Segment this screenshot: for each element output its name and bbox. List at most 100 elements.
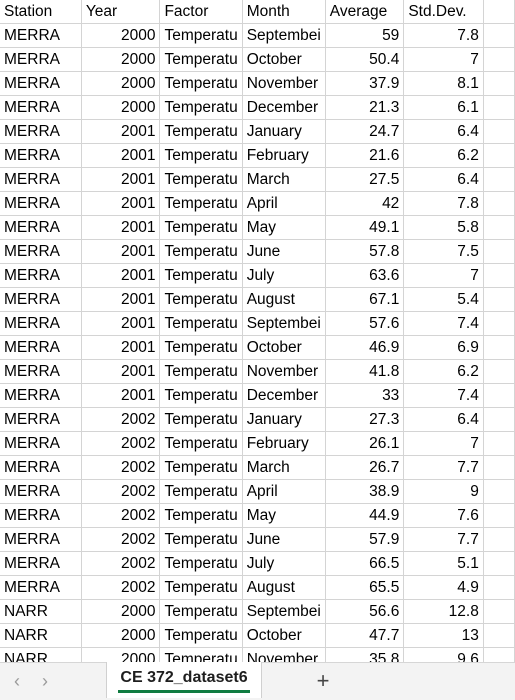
table-cell[interactable]: 2002	[81, 455, 161, 480]
table-cell[interactable]: MERRA	[0, 263, 82, 288]
table-cell[interactable]: NARR	[0, 599, 82, 624]
table-cell[interactable]: 38.9	[325, 479, 405, 504]
empty-cell[interactable]	[483, 527, 515, 552]
empty-cell[interactable]	[483, 407, 515, 432]
table-cell[interactable]: MERRA	[0, 287, 82, 312]
table-cell[interactable]: Temperatu	[159, 575, 243, 600]
table-cell[interactable]: MERRA	[0, 455, 82, 480]
table-cell[interactable]: 7	[403, 431, 484, 456]
table-cell[interactable]: MERRA	[0, 551, 82, 576]
table-cell[interactable]: 6.4	[403, 407, 484, 432]
table-cell[interactable]: Temperatu	[159, 479, 243, 504]
table-cell[interactable]: NARR	[0, 623, 82, 648]
table-cell[interactable]: June	[242, 527, 326, 552]
table-cell[interactable]: February	[242, 143, 326, 168]
table-cell[interactable]: 24.7	[325, 119, 405, 144]
empty-cell[interactable]	[483, 263, 515, 288]
empty-cell[interactable]	[483, 575, 515, 600]
table-cell[interactable]: December	[242, 95, 326, 120]
table-cell[interactable]: MERRA	[0, 335, 82, 360]
empty-cell[interactable]	[483, 167, 515, 192]
table-cell[interactable]: 2000	[81, 23, 161, 48]
table-cell[interactable]: May	[242, 503, 326, 528]
table-cell[interactable]: Temperatu	[159, 527, 243, 552]
table-cell[interactable]: MERRA	[0, 191, 82, 216]
table-cell[interactable]: 2001	[81, 359, 161, 384]
table-cell[interactable]: 6.4	[403, 167, 484, 192]
table-cell[interactable]: Septembei	[242, 311, 326, 336]
table-cell[interactable]: 27.5	[325, 167, 405, 192]
table-cell[interactable]: Septembei	[242, 599, 326, 624]
table-cell[interactable]: 9.6	[403, 647, 484, 662]
column-header[interactable]: Year	[81, 0, 161, 24]
table-cell[interactable]: 2000	[81, 599, 161, 624]
table-cell[interactable]: 6.4	[403, 119, 484, 144]
column-header[interactable]: Std.Dev.	[403, 0, 484, 24]
table-cell[interactable]: 9	[403, 479, 484, 504]
table-cell[interactable]: November	[242, 647, 326, 662]
table-cell[interactable]: January	[242, 407, 326, 432]
table-cell[interactable]: Temperatu	[159, 455, 243, 480]
table-cell[interactable]: 7	[403, 263, 484, 288]
table-cell[interactable]: April	[242, 479, 326, 504]
table-cell[interactable]: 26.7	[325, 455, 405, 480]
column-header[interactable]: Average	[325, 0, 405, 24]
table-cell[interactable]: 33	[325, 383, 405, 408]
table-cell[interactable]: MERRA	[0, 311, 82, 336]
column-header[interactable]: Station	[0, 0, 82, 24]
table-cell[interactable]: 7.7	[403, 527, 484, 552]
table-cell[interactable]: 2001	[81, 383, 161, 408]
table-cell[interactable]: Temperatu	[159, 383, 243, 408]
empty-cell[interactable]	[483, 359, 515, 384]
table-cell[interactable]: 7.6	[403, 503, 484, 528]
table-cell[interactable]: Temperatu	[159, 551, 243, 576]
table-cell[interactable]: 67.1	[325, 287, 405, 312]
table-cell[interactable]: MERRA	[0, 119, 82, 144]
table-cell[interactable]: MERRA	[0, 527, 82, 552]
table-cell[interactable]: Temperatu	[159, 287, 243, 312]
table-cell[interactable]: 2002	[81, 527, 161, 552]
table-cell[interactable]: 2000	[81, 47, 161, 72]
table-cell[interactable]: 57.8	[325, 239, 405, 264]
table-cell[interactable]: 2001	[81, 239, 161, 264]
empty-cell[interactable]	[483, 647, 515, 662]
table-cell[interactable]: MERRA	[0, 95, 82, 120]
table-cell[interactable]: Temperatu	[159, 215, 243, 240]
table-cell[interactable]: Septembei	[242, 23, 326, 48]
table-cell[interactable]: 2001	[81, 143, 161, 168]
table-cell[interactable]: MERRA	[0, 143, 82, 168]
empty-cell[interactable]	[483, 119, 515, 144]
table-cell[interactable]: 12.8	[403, 599, 484, 624]
table-cell[interactable]: Temperatu	[159, 311, 243, 336]
chevron-right-icon[interactable]: ›	[42, 671, 48, 691]
table-cell[interactable]: 50.4	[325, 47, 405, 72]
table-cell[interactable]: 59	[325, 23, 405, 48]
table-cell[interactable]: 21.6	[325, 143, 405, 168]
table-cell[interactable]: October	[242, 623, 326, 648]
table-cell[interactable]: 2000	[81, 623, 161, 648]
table-cell[interactable]: 6.2	[403, 143, 484, 168]
table-cell[interactable]: 2001	[81, 335, 161, 360]
empty-cell[interactable]	[483, 383, 515, 408]
table-cell[interactable]: July	[242, 263, 326, 288]
table-cell[interactable]: 57.9	[325, 527, 405, 552]
table-cell[interactable]: 7	[403, 47, 484, 72]
table-cell[interactable]: March	[242, 167, 326, 192]
table-cell[interactable]: Temperatu	[159, 503, 243, 528]
table-cell[interactable]: October	[242, 335, 326, 360]
spreadsheet-grid[interactable]: Station Year Factor Month Average Std.Dev. MER…	[0, 0, 515, 662]
table-cell[interactable]: Temperatu	[159, 647, 243, 662]
table-cell[interactable]: 2002	[81, 479, 161, 504]
table-cell[interactable]: 37.9	[325, 71, 405, 96]
empty-cell[interactable]	[483, 47, 515, 72]
table-cell[interactable]: 35.8	[325, 647, 405, 662]
table-cell[interactable]: December	[242, 383, 326, 408]
table-cell[interactable]: Temperatu	[159, 359, 243, 384]
table-cell[interactable]: 2001	[81, 311, 161, 336]
table-cell[interactable]: Temperatu	[159, 191, 243, 216]
table-cell[interactable]: October	[242, 47, 326, 72]
table-cell[interactable]: April	[242, 191, 326, 216]
table-cell[interactable]: 5.4	[403, 287, 484, 312]
table-cell[interactable]: January	[242, 119, 326, 144]
table-cell[interactable]: Temperatu	[159, 599, 243, 624]
